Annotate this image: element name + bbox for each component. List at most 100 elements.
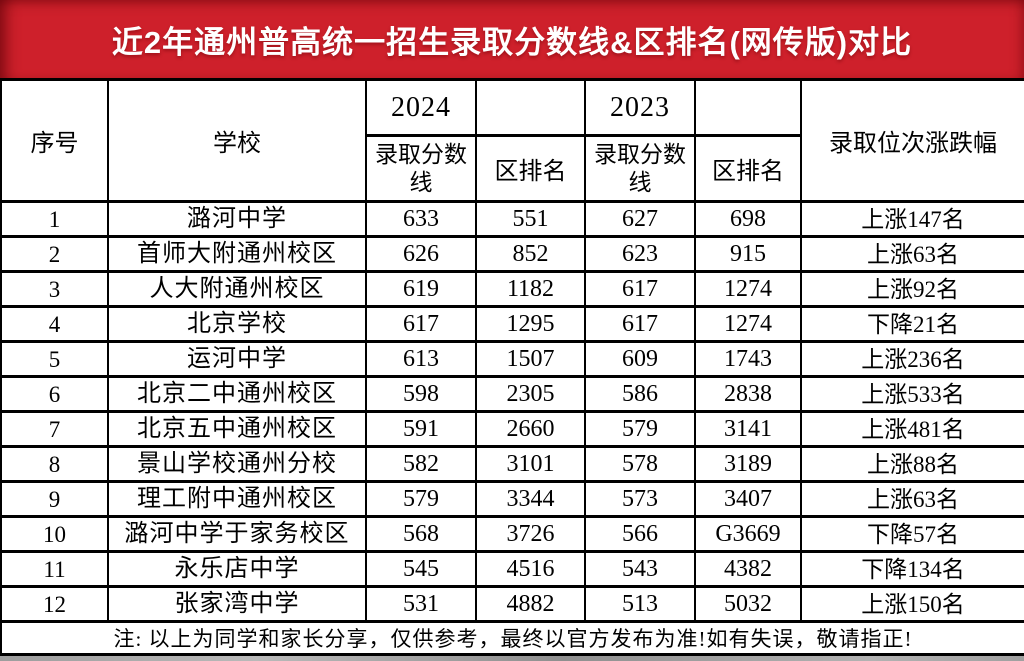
header-spacer-2023: [694, 78, 802, 137]
cell-score-2023: 566: [584, 515, 696, 553]
cell-index: 1: [0, 200, 109, 238]
cell-score-2023: 609: [584, 340, 696, 378]
cell-rank-2023: 2838: [694, 375, 802, 413]
cell-score-2023: 586: [584, 375, 696, 413]
cell-index: 6: [0, 375, 109, 413]
cell-rank-change: 上涨147名: [800, 200, 1024, 238]
cell-rank-2024: 2660: [475, 410, 586, 448]
cell-rank-2023: 915: [694, 235, 802, 273]
cell-rank-2024: 3101: [475, 445, 586, 483]
cell-rank-change: 上涨150名: [800, 585, 1024, 623]
table-row: 1 潞河中学 633 551 627 698 上涨147名: [0, 200, 1024, 238]
cell-score-2023: 573: [584, 480, 696, 518]
cell-school: 潞河中学于家务校区: [107, 515, 367, 553]
cell-rank-change: 下降57名: [800, 515, 1024, 553]
cell-school: 北京五中通州校区: [107, 410, 367, 448]
header-year-2023: 2023: [584, 78, 696, 137]
table-body: 1 潞河中学 633 551 627 698 上涨147名 2 首师大附通州校区…: [0, 200, 1024, 623]
cell-rank-2024: 1295: [475, 305, 586, 343]
cell-rank-change: 上涨481名: [800, 410, 1024, 448]
table-row: 8 景山学校通州分校 582 3101 578 3189 上涨88名: [0, 445, 1024, 483]
cell-rank-change: 下降21名: [800, 305, 1024, 343]
cell-rank-2024: 3726: [475, 515, 586, 553]
cell-index: 10: [0, 515, 109, 553]
cell-rank-2023: 3141: [694, 410, 802, 448]
footer-row: 注: 以上为同学和家长分享，仅供参考，最终以官方发布为准!如有失误，敬请指正!: [0, 620, 1024, 656]
cell-school: 景山学校通州分校: [107, 445, 367, 483]
bottom-strip: [0, 656, 1024, 661]
cell-rank-change: 上涨92名: [800, 270, 1024, 308]
cell-index: 12: [0, 585, 109, 623]
cell-rank-2023: G3669: [694, 515, 802, 553]
cell-index: 2: [0, 235, 109, 273]
cell-school: 张家湾中学: [107, 585, 367, 623]
table-row: 10 潞河中学于家务校区 568 3726 566 G3669 下降57名: [0, 515, 1024, 553]
cell-index: 8: [0, 445, 109, 483]
cell-rank-2023: 5032: [694, 585, 802, 623]
cell-rank-2024: 1182: [475, 270, 586, 308]
cell-school: 潞河中学: [107, 200, 367, 238]
cell-index: 3: [0, 270, 109, 308]
header-school: 学校: [107, 78, 367, 203]
cell-rank-2024: 4516: [475, 550, 586, 588]
cell-score-2024: 579: [365, 480, 477, 518]
cell-score-2024: 619: [365, 270, 477, 308]
cell-score-2024: 531: [365, 585, 477, 623]
table-row: 4 北京学校 617 1295 617 1274 下降21名: [0, 305, 1024, 343]
cell-school: 人大附通州校区: [107, 270, 367, 308]
cell-rank-2024: 1507: [475, 340, 586, 378]
table-row: 9 理工附中通州校区 579 3344 573 3407 上涨63名: [0, 480, 1024, 518]
header-spacer-2024: [475, 78, 586, 137]
cell-rank-2023: 1274: [694, 305, 802, 343]
table-row: 6 北京二中通州校区 598 2305 586 2838 上涨533名: [0, 375, 1024, 413]
cell-rank-2024: 551: [475, 200, 586, 238]
cell-score-2024: 568: [365, 515, 477, 553]
cell-score-2024: 582: [365, 445, 477, 483]
cell-rank-change: 上涨533名: [800, 375, 1024, 413]
cell-rank-change: 上涨236名: [800, 340, 1024, 378]
cell-rank-2024: 852: [475, 235, 586, 273]
cell-score-2024: 613: [365, 340, 477, 378]
cell-score-2024: 598: [365, 375, 477, 413]
cell-rank-2023: 3407: [694, 480, 802, 518]
table-row: 7 北京五中通州校区 591 2660 579 3141 上涨481名: [0, 410, 1024, 448]
cell-rank-change: 上涨88名: [800, 445, 1024, 483]
cell-rank-2024: 4882: [475, 585, 586, 623]
footer-note: 注: 以上为同学和家长分享，仅供参考，最终以官方发布为准!如有失误，敬请指正!: [0, 620, 1024, 656]
cell-rank-change: 上涨63名: [800, 480, 1024, 518]
cell-score-2023: 623: [584, 235, 696, 273]
cell-school: 北京学校: [107, 305, 367, 343]
cell-rank-2023: 4382: [694, 550, 802, 588]
table-footer: 注: 以上为同学和家长分享，仅供参考，最终以官方发布为准!如有失误，敬请指正!: [0, 620, 1024, 656]
header-rank-2023: 区排名: [694, 134, 802, 203]
cell-index: 4: [0, 305, 109, 343]
scores-table: 序号 学校 2024 2023 录取位次涨跌幅 录取分数线 区排名 录取分数线 …: [0, 78, 1024, 656]
cell-score-2023: 627: [584, 200, 696, 238]
header-index: 序号: [0, 78, 109, 203]
table-row: 5 运河中学 613 1507 609 1743 上涨236名: [0, 340, 1024, 378]
cell-score-2024: 591: [365, 410, 477, 448]
cell-score-2024: 545: [365, 550, 477, 588]
table-row: 12 张家湾中学 531 4882 513 5032 上涨150名: [0, 585, 1024, 623]
cell-rank-2023: 1274: [694, 270, 802, 308]
cell-rank-change: 下降134名: [800, 550, 1024, 588]
page-title: 近2年通州普高统一招生录取分数线&区排名(网传版)对比: [111, 24, 913, 60]
cell-score-2023: 578: [584, 445, 696, 483]
cell-rank-2024: 3344: [475, 480, 586, 518]
cell-school: 北京二中通州校区: [107, 375, 367, 413]
table-row: 2 首师大附通州校区 626 852 623 915 上涨63名: [0, 235, 1024, 273]
cell-index: 9: [0, 480, 109, 518]
cell-school: 运河中学: [107, 340, 367, 378]
cell-rank-change: 上涨63名: [800, 235, 1024, 273]
header-year-row: 序号 学校 2024 2023 录取位次涨跌幅: [0, 78, 1024, 203]
header-score-2024: 录取分数线: [365, 134, 477, 203]
header-rank-2024: 区排名: [475, 134, 586, 203]
cell-index: 11: [0, 550, 109, 588]
cell-school: 理工附中通州校区: [107, 480, 367, 518]
cell-score-2023: 579: [584, 410, 696, 448]
cell-rank-2023: 698: [694, 200, 802, 238]
cell-rank-2023: 1743: [694, 340, 802, 378]
cell-school: 首师大附通州校区: [107, 235, 367, 273]
cell-score-2023: 513: [584, 585, 696, 623]
cell-score-2024: 617: [365, 305, 477, 343]
